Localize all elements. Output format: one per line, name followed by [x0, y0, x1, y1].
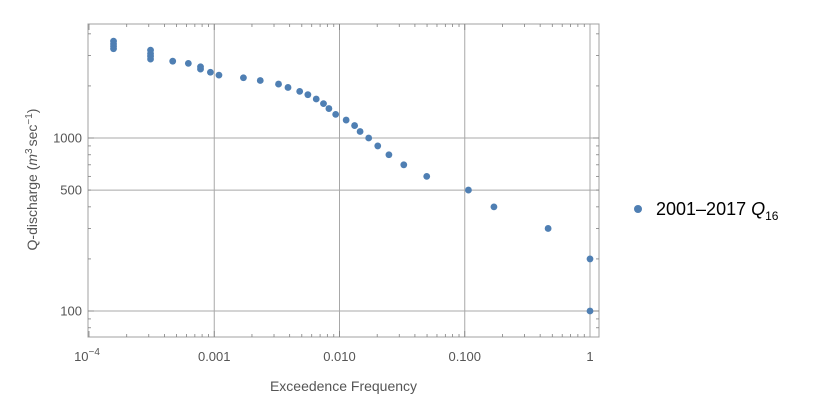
- y-tick-labels: 100 500 1000: [53, 131, 82, 319]
- x-tick-exp: −4: [89, 347, 101, 358]
- data-point: [374, 142, 382, 150]
- x-axis-title: Exceedence Frequency: [270, 378, 417, 394]
- data-point: [320, 100, 327, 108]
- data-point: [544, 225, 552, 232]
- y-axis-title-close: ): [24, 109, 40, 114]
- y-tick-label: 1000: [53, 131, 82, 146]
- x-tick-label: 1: [586, 349, 593, 364]
- data-point: [240, 74, 247, 82]
- data-point: [342, 116, 350, 124]
- data-point: [284, 84, 292, 91]
- data-point: [296, 87, 304, 95]
- legend-label-q: Q: [751, 199, 765, 219]
- grid-lines: [88, 24, 599, 337]
- data-point: [365, 134, 373, 142]
- data-point: [215, 71, 223, 79]
- plot-frame: [87, 23, 600, 338]
- legend-label: 2001–2017 Q16: [656, 199, 779, 223]
- data-point: [351, 122, 359, 129]
- data-point: [110, 45, 117, 53]
- y-axis-title-unit: m: [24, 154, 40, 166]
- data-point: [325, 105, 333, 112]
- data-point: [423, 172, 431, 180]
- y-axis-title-sup-exp: −1: [24, 113, 35, 125]
- data-point: [332, 110, 340, 118]
- legend: 2001–2017 Q16: [634, 199, 779, 223]
- x-tick-label: 0.001: [198, 349, 231, 364]
- y-axis-title: Q-discharge (m3sec−1): [24, 109, 41, 251]
- data-point: [147, 55, 154, 63]
- data-point: [586, 307, 594, 315]
- data-point: [304, 91, 312, 99]
- data-point: [385, 151, 393, 159]
- data-point: [256, 77, 264, 84]
- data-points: [110, 37, 594, 315]
- data-point: [490, 203, 498, 211]
- data-point: [312, 95, 320, 103]
- x-tick-label: 10−4: [74, 347, 100, 364]
- x-tick-base: 10: [74, 349, 88, 364]
- minor-ticks: [88, 24, 599, 337]
- data-point: [356, 128, 364, 135]
- y-tick-label: 100: [60, 304, 82, 319]
- data-point: [465, 186, 472, 194]
- y-tick-label: 500: [60, 183, 82, 198]
- data-point: [197, 65, 204, 73]
- data-point: [207, 68, 214, 76]
- data-point: [275, 80, 282, 88]
- data-point: [400, 161, 408, 169]
- x-tick-label: 0.100: [448, 349, 481, 364]
- legend-label-sub: 16: [765, 209, 779, 223]
- legend-label-main: 2001–2017: [656, 199, 751, 219]
- legend-marker: [634, 205, 642, 213]
- y-axis-title-unit-sec: sec: [24, 125, 40, 147]
- data-point: [586, 255, 594, 263]
- data-point: [184, 59, 192, 67]
- x-tick-label: 0.010: [323, 349, 356, 364]
- y-axis-title-sup: 3: [24, 148, 35, 154]
- y-axis-title-part: Q-discharge (: [24, 165, 40, 250]
- x-tick-labels: 10−4 0.001 0.010 0.100 1: [74, 347, 594, 364]
- data-point: [169, 57, 177, 65]
